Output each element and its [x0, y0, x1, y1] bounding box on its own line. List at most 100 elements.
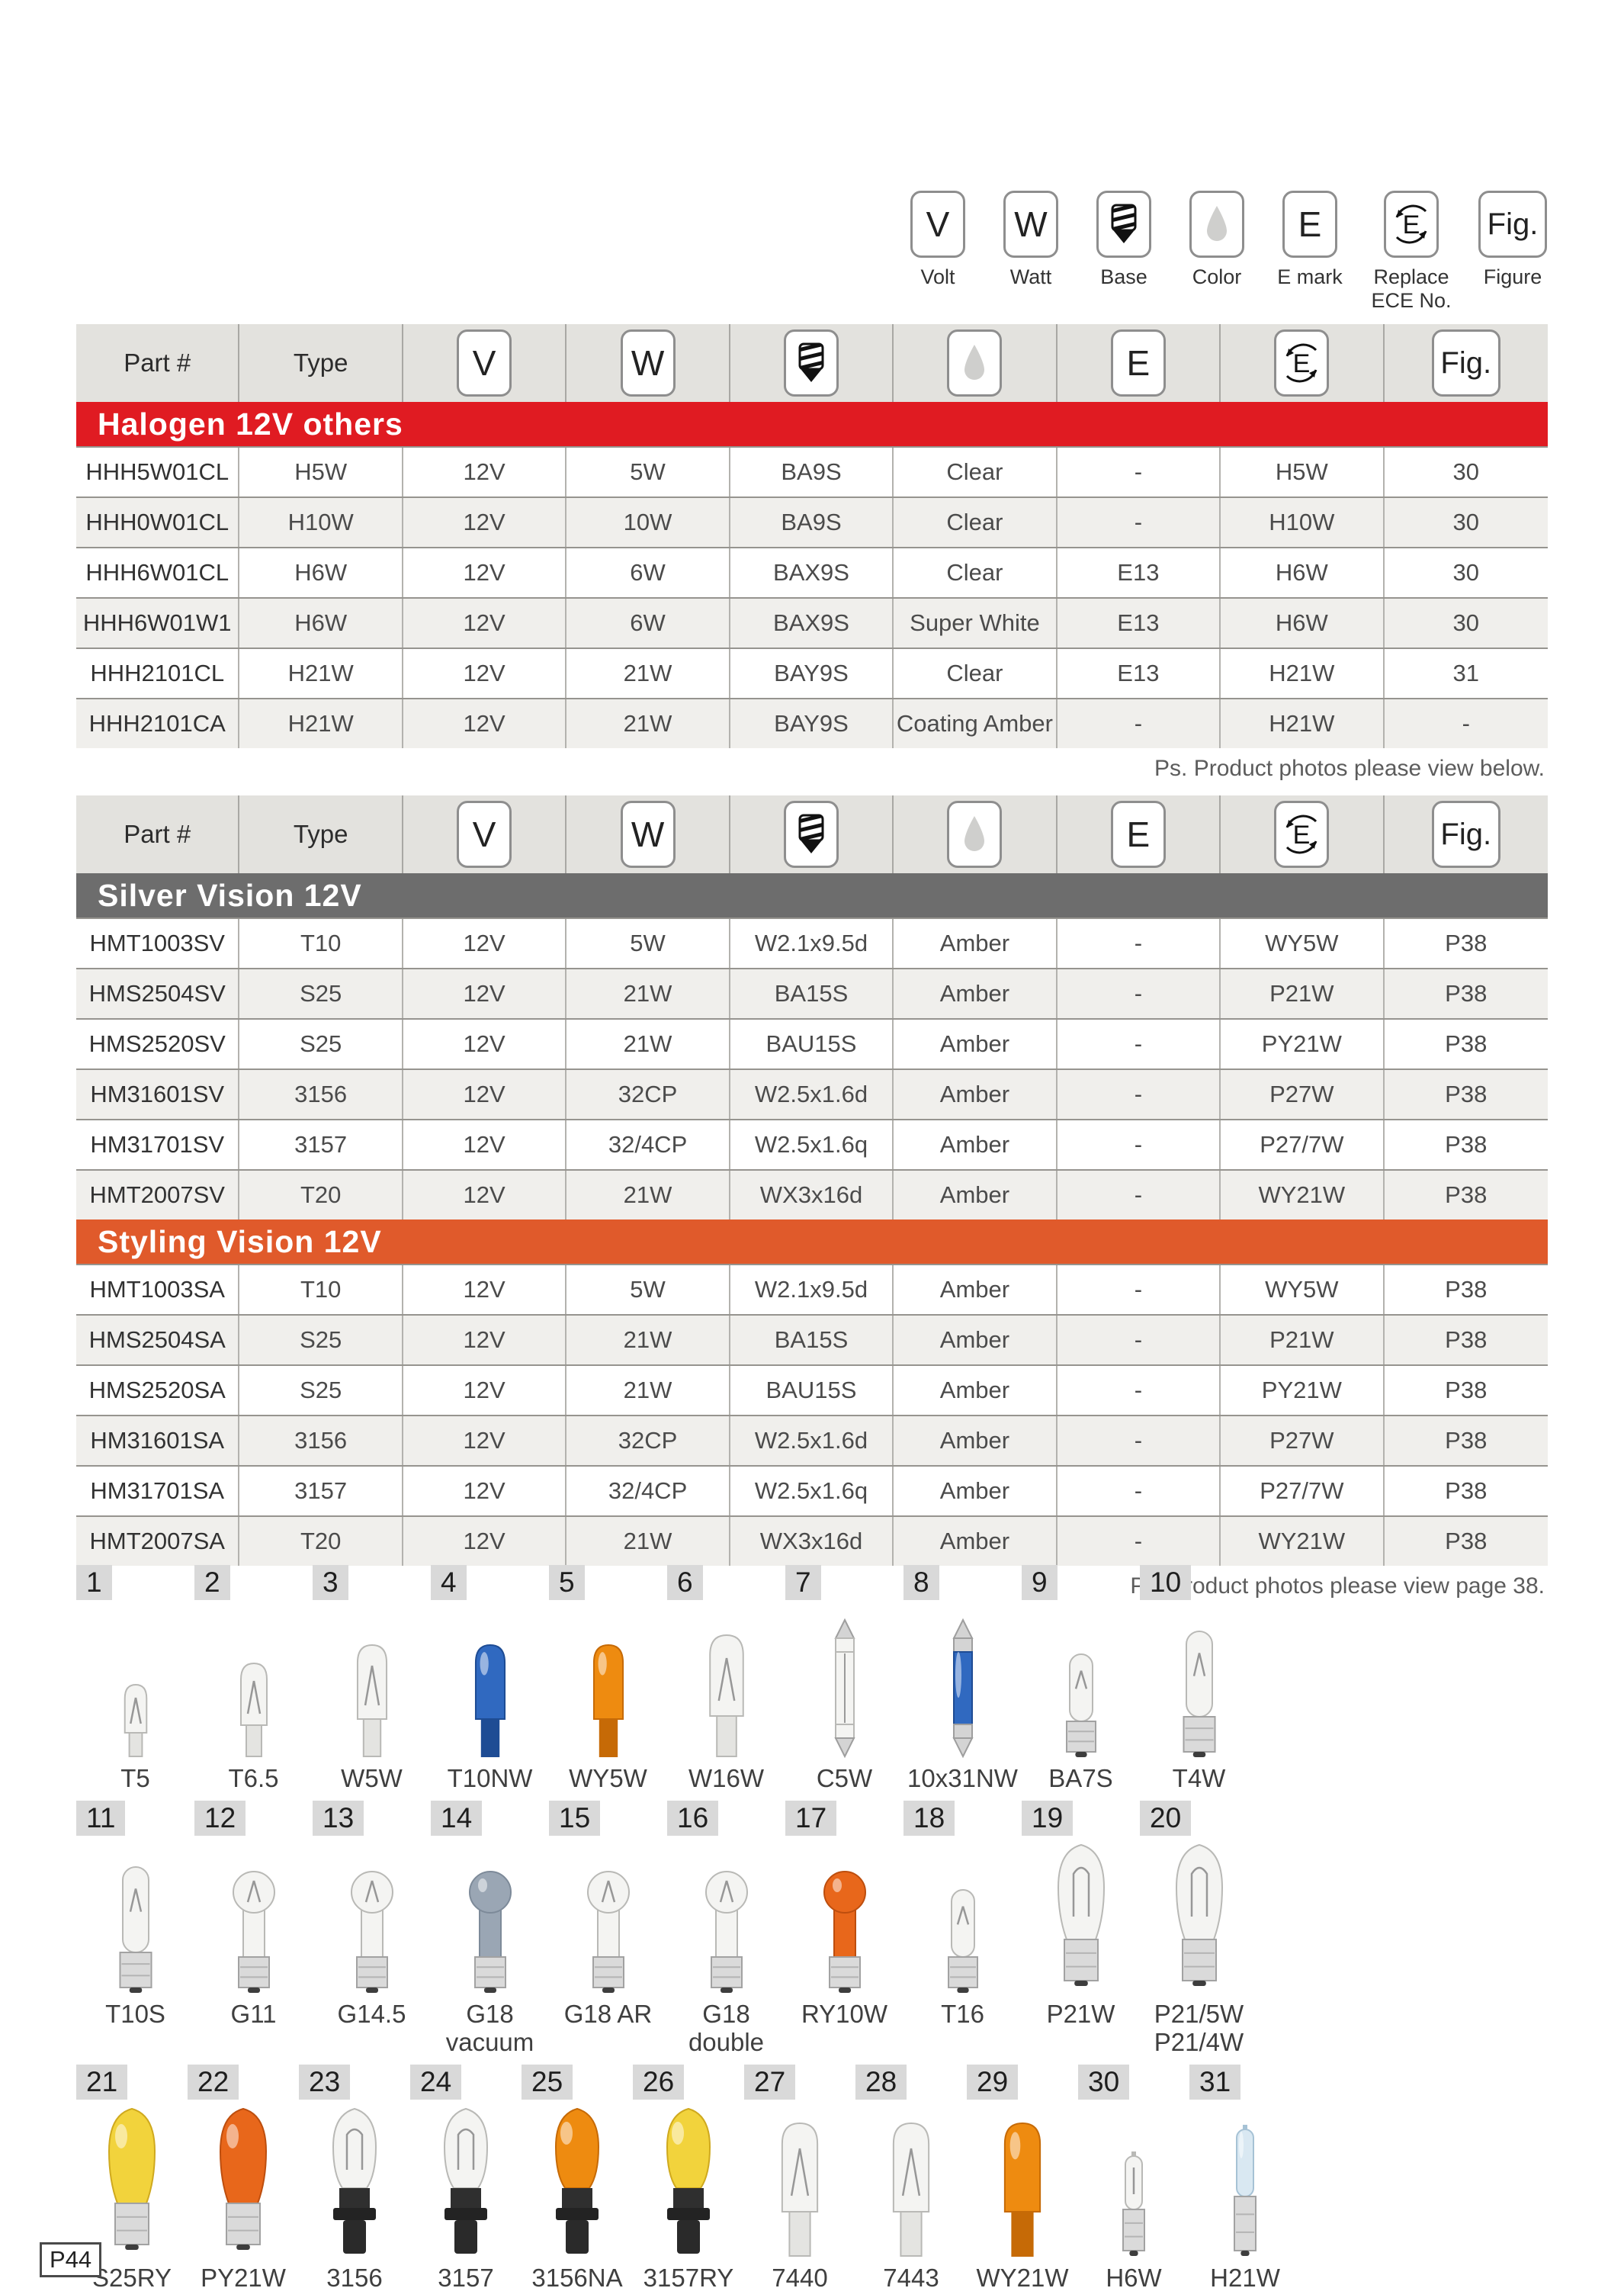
table-cell: Amber — [894, 1265, 1058, 1314]
table-row: HMS2520SA S25 12V 21W BAU15S Amber - PY21W P38 — [76, 1364, 1548, 1415]
table-cell: P38 — [1445, 1477, 1488, 1504]
bulb-photo — [1182, 1631, 1216, 1757]
photo-cell: 2 T6.5 — [194, 1565, 313, 1793]
bulb-image-area — [231, 1842, 277, 1994]
header-cell: Type — [239, 324, 403, 402]
table-cell: H21W — [1221, 699, 1385, 748]
table-cell: P38 — [1445, 1081, 1488, 1107]
photo-number: 4 — [431, 1565, 467, 1600]
photo-label: C5W — [816, 1764, 873, 1792]
volt-icon: V — [910, 191, 965, 258]
bulb-photo — [1003, 2122, 1041, 2257]
photo-label: P21/5W P21/4W — [1154, 1999, 1244, 2056]
table-cell: Clear — [894, 498, 1058, 547]
volt-icon: V — [457, 329, 512, 397]
legend-item: W Watt — [994, 191, 1067, 289]
photo-label: T5 — [120, 1764, 150, 1792]
photo-number: 6 — [667, 1565, 703, 1600]
table-row: HHH2101CA H21W 12V 21W BAY9S Coating Amber - H2… — [76, 698, 1548, 748]
table-cell: HMT2007SV — [76, 1171, 240, 1220]
photo-label: 3157 — [438, 2263, 494, 2288]
table-cell: 31 — [1452, 660, 1479, 686]
photo-number: 20 — [1140, 1800, 1192, 1836]
table-cell: WX3x16d — [730, 1171, 894, 1220]
photo-number: 17 — [785, 1800, 837, 1836]
table-cell: P21W — [1221, 969, 1385, 1018]
bulb-photo — [356, 1644, 387, 1757]
photo-cell: 27 7440 — [744, 2064, 855, 2288]
photo-label: T4W — [1172, 1764, 1226, 1792]
photo-cell: 19 P21W — [1022, 1800, 1140, 2057]
table-cell: 12V — [403, 448, 567, 496]
table-cell: HMS2520SV — [76, 1020, 240, 1068]
table-cell: 12V — [403, 699, 567, 748]
legend-label: E mark — [1277, 265, 1343, 288]
table-cell: W2.1x9.5d — [730, 919, 894, 968]
legend-label: Figure — [1483, 265, 1542, 288]
photo-number: 21 — [76, 2064, 128, 2100]
bulb-image-area — [349, 1842, 395, 1994]
bulb-image-area — [1118, 2106, 1150, 2258]
table-cell: BA9S — [730, 498, 894, 547]
table-cell: H21W — [1221, 649, 1385, 698]
replace-ece-icon: E — [1395, 204, 1427, 244]
bulb-image-area — [774, 2106, 826, 2258]
table-cell: HMS2504SA — [76, 1316, 240, 1364]
table-cell: T10 — [239, 1265, 403, 1314]
table-cell: W2.5x1.6q — [730, 1120, 894, 1169]
replace-ece-icon: E — [1384, 191, 1439, 258]
watt-icon: W — [620, 329, 676, 397]
table-cell: P38 — [1445, 930, 1488, 956]
table-cell: - — [1058, 1416, 1221, 1465]
table-cell: Amber — [894, 1366, 1058, 1415]
photo-number: 27 — [744, 2064, 796, 2100]
table-cell: WY5W — [1221, 919, 1385, 968]
color-drop-icon — [964, 345, 985, 380]
table-cell: 5W — [566, 1265, 730, 1314]
photo-number: 29 — [967, 2064, 1019, 2100]
table-cell: Amber — [894, 969, 1058, 1018]
table-cell: 21W — [566, 649, 730, 698]
header-cell — [730, 795, 894, 873]
bulb-image-area — [326, 2106, 384, 2258]
base-icon — [1111, 204, 1137, 243]
bulb-photo — [443, 2107, 489, 2254]
table-cell: 32/4CP — [566, 1467, 730, 1515]
photo-cell: 12 G11 — [194, 1800, 313, 2057]
volt-icon: V — [457, 801, 512, 868]
photo-cell: 18 T16 — [903, 1800, 1022, 2057]
photo-label: G18 double — [688, 1999, 765, 2056]
photo-row: 1 T5 2 T6.5 3 W5W 4 T10NW 5 WY5W 6 W16W 7 C5W 8 10x31NW… — [76, 1565, 1586, 1793]
table-row: HHH0W01CL H10W 12V 10W BA9S Clear - H10W 30 — [76, 496, 1548, 547]
photo-label: H6W — [1106, 2263, 1162, 2288]
table-cell: P38 — [1445, 1276, 1488, 1303]
photo-number: 15 — [549, 1800, 601, 1836]
svg-text:E: E — [1293, 349, 1311, 378]
table-row: HHH2101CL H21W 12V 21W BAY9S Clear E13 H21W 31 — [76, 648, 1548, 698]
base-icon — [798, 342, 824, 382]
watt-icon: W — [620, 801, 676, 868]
table-cell: P27/7W — [1221, 1120, 1385, 1169]
figure-icon-letter: Fig. — [1440, 817, 1492, 851]
photo-row: 21 S25RY 22 PY21W 23 3156 24 3157 25 3156NA 26 3157… — [76, 2064, 1586, 2288]
photo-number: 30 — [1078, 2064, 1130, 2100]
table-cell: 12V — [403, 919, 567, 968]
photo-label: 7440 — [772, 2263, 828, 2288]
table-cell: HM31701SA — [76, 1467, 240, 1515]
photo-number: 11 — [76, 1800, 126, 1836]
header-cell: Part # — [76, 324, 240, 402]
photo-label: S25RY — [92, 2263, 172, 2288]
table-cell: WY21W — [1221, 1171, 1385, 1220]
table-cell: HM31601SV — [76, 1070, 240, 1119]
photo-label: T6.5 — [228, 1764, 279, 1792]
photo-label: H21W — [1210, 2263, 1280, 2288]
table-cell: Amber — [894, 919, 1058, 968]
photo-number: 9 — [1022, 1565, 1058, 1600]
table-cell: Amber — [894, 1467, 1058, 1515]
photo-label: BA7S — [1048, 1764, 1113, 1792]
photo-number: 24 — [410, 2064, 462, 2100]
watt-icon-letter: W — [1014, 204, 1048, 244]
base-icon — [783, 801, 839, 868]
photo-cell: 1 T5 — [76, 1565, 194, 1793]
bulb-photo — [108, 2107, 156, 2250]
